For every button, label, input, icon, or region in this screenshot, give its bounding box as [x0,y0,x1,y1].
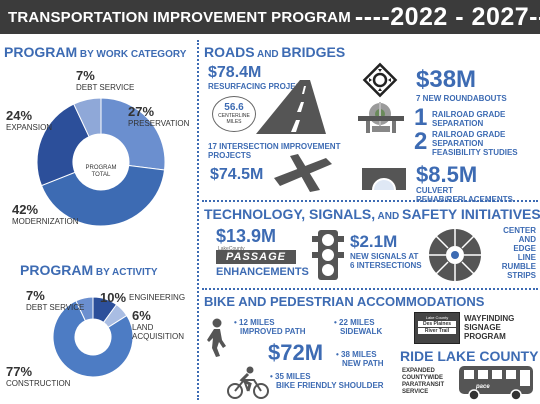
culvert-amount: $8.5M [416,162,478,187]
donut-slice-expansion [36,103,90,187]
roundabout-amount: $38M [416,66,477,93]
pedestrian-icon [207,318,226,357]
roads-title: ROADS AND BRIDGES [204,44,346,60]
center-amount: $696 [82,135,120,154]
paratransit-bus-icon [459,366,533,401]
donut-slice-debt-service [73,97,102,138]
passage-label: ENHANCEMENTS [216,266,309,278]
work-category-title: PROGRAM BY WORK CATEGORY [4,44,187,60]
divider-roads [202,200,538,202]
bike-amount: $72M [268,340,324,365]
passage-amount: $13.9M [216,226,277,246]
intersection-icon [274,154,332,192]
culvert-label: CULVERT REHAB/REPLACEMENTS [416,186,513,204]
center-sub1: PROGRAM [85,165,117,171]
rail-bridge-icon [358,116,404,133]
ride-label: EXPANDED COUNTYWIDE PARATRANSIT SERVICE [402,368,445,395]
intersection-amount: $74.5M [210,166,264,183]
wc-label-preservation: 27% PRESERVATION [128,104,190,128]
signals-label: NEW SIGNALS AT 6 INTERSECTIONS [350,252,422,270]
safety-wheel-icon [429,229,481,281]
roundabout-label: 7 NEW ROUNDABOUTS [416,94,507,103]
activity-slices [52,296,134,378]
bike-item1: • 12 MILES IMPROVED PATH [234,318,306,336]
bike-title: BIKE AND PEDESTRIAN ACCOMMODATIONS [204,294,485,309]
center-unit: MILLION [78,152,124,164]
bus-logo: pace [476,384,490,390]
passage-logo: PASSAGE [216,250,296,264]
signals-amount: $2.1M [350,232,398,251]
resurfacing-amount: $78.4M [208,64,262,81]
wayfinding-label: WAYFINDING SIGNAGE PROGRAM [464,314,515,341]
rr1-number: 1 [414,104,428,131]
wayfinding-sign-icon: Lake County Des Plaines River Trail [414,312,460,344]
wc-label-expansion: 24% EXPANSION [6,108,53,132]
centerline-badge: 56.6 CENTERLINE MILES [212,96,256,132]
column-divider [197,40,199,400]
roundabout-sign-icon [362,62,398,98]
act-label-debt: 7% DEBT SERVICE [26,288,85,312]
road-icon [256,80,326,134]
work-category-center: $696 MILLION PROGRAM TOTAL [68,136,134,179]
activity-donut [52,296,134,378]
divider-tech [202,288,538,290]
work-category-slices [36,97,166,226]
wc-label-debt: 7% DEBT SERVICE [76,68,135,92]
donut-slice-construction [52,300,134,378]
rr2-label: RAILROAD GRADE SEPARATION FEASIBILITY ST… [432,130,518,157]
header-title: TRANSPORTATION IMPROVEMENT PROGRAM [8,8,351,26]
resurfacing-label: RESURFACING PROJECTS [208,82,312,91]
donut-slice-debt-service [75,296,94,322]
intersection-label: 17 INTERSECTION IMPROVEMENT PROJECTS [208,142,341,160]
work-category-donut [36,97,166,226]
cyclist-icon [227,366,269,399]
passage-small: LakeCounty [218,246,245,252]
ride-title: RIDE LAKE COUNTY [400,348,539,364]
traffic-signal-icon [312,230,344,280]
bike-item3: • 38 MILES NEW PATH [336,350,384,368]
act-label-land: 6% LAND ACQUISITION [132,308,185,341]
donut-slice-modernization [40,164,166,226]
act-label-engineering: 10% ENGINEERING [100,290,186,305]
bike-item2: • 22 MILES SIDEWALK [334,318,383,336]
activity-title: PROGRAM BY ACTIVITY [20,262,158,278]
rumble-strips-label: CENTER AND EDGE LINE RUMBLE STRIPS [501,226,536,280]
rr2-number: 2 [414,128,428,155]
header-years: ----2022 - 2027-- [354,2,540,31]
act-label-construction: 77% CONSTRUCTION [6,364,71,388]
tech-title: TECHNOLOGY, SIGNALS, AND SAFETY INITIATI… [204,206,540,222]
header-bar: TRANSPORTATION IMPROVEMENT PROGRAM ----2… [0,0,540,34]
center-sub2: TOTAL [91,172,111,178]
rr1-label: RAILROAD GRADE SEPARATION [432,110,506,128]
bike-item4: • 35 MILES BIKE FRIENDLY SHOULDER [270,372,384,390]
donut-slice-preservation [100,97,166,171]
culvert-icon [362,168,406,190]
wc-label-modernization: 42% MODERNIZATION [12,202,79,226]
